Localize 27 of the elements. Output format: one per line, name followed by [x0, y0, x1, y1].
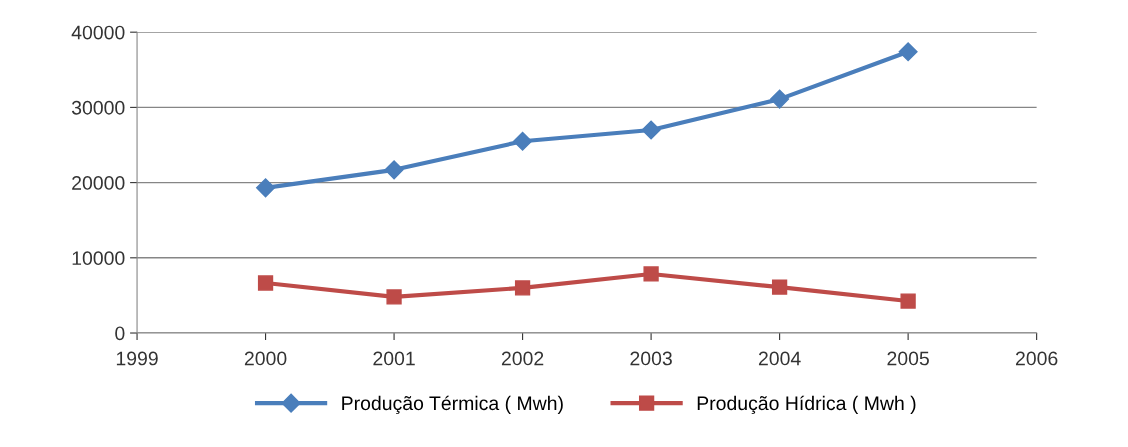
legend-label: Produção Hídrica ( Mwh ): [697, 395, 916, 415]
x-tick-label: 2005: [887, 351, 929, 366]
y-tick-label: 30000: [71, 100, 125, 115]
y-tick-label: 20000: [72, 176, 125, 190]
y-tick-label: 0: [115, 326, 125, 341]
point: [256, 178, 276, 198]
point: [643, 266, 659, 282]
x-tick-label: 2006: [1015, 351, 1058, 366]
point: [386, 289, 402, 305]
x-tick-label: 2003: [630, 351, 672, 366]
x-tick-label: 2001: [373, 351, 415, 366]
point: [898, 42, 918, 62]
y-tick-label: 40000: [71, 25, 125, 40]
point: [770, 89, 790, 109]
y-tick-label: 10000: [72, 251, 125, 266]
point: [384, 160, 404, 180]
point: [771, 279, 788, 295]
point: [641, 120, 661, 140]
point: [900, 293, 916, 309]
point: [257, 275, 274, 291]
legend-label: Produção Térmica ( Mwh): [342, 395, 563, 415]
x-tick-label: 2000: [244, 351, 287, 366]
x-tick-label: 2002: [501, 351, 544, 366]
point: [514, 280, 531, 296]
point: [513, 131, 533, 151]
x-tick-label: 1999: [116, 351, 158, 366]
x-tick-label: 2004: [758, 351, 801, 366]
